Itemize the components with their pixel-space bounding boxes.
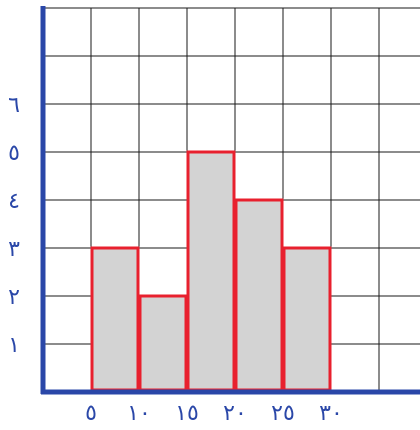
chart-axes [40, 6, 420, 395]
x-tick-label: ١٥ [175, 401, 199, 426]
histogram-bar [138, 294, 188, 392]
x-tick-label: ٥ [85, 401, 97, 426]
bar-layer [90, 150, 332, 392]
x-tick-label: ٢٠ [223, 401, 247, 426]
y-tick-label: ١ [8, 333, 20, 358]
y-tick-label: ٦ [8, 93, 20, 118]
y-tick-label: ٥ [8, 141, 20, 166]
y-tick-label: ٣ [8, 237, 20, 262]
x-tick-label: ٢٥ [271, 401, 295, 426]
y-tick-label: ٤ [8, 189, 20, 214]
x-tick-label: ١٠ [127, 401, 151, 426]
y-tick-label: ٢ [8, 285, 20, 310]
x-tick-labels: ٥ ١٠ ١٥ ٢٠ ٢٥ ٣٠ [85, 401, 343, 426]
histogram-bar [282, 246, 332, 392]
histogram-bar [234, 198, 284, 392]
x-tick-label: ٣٠ [319, 401, 343, 426]
histogram-bar [90, 246, 140, 392]
y-tick-labels: ١ ٢ ٣ ٤ ٥ ٦ [8, 93, 20, 358]
histogram-bar [186, 150, 236, 392]
